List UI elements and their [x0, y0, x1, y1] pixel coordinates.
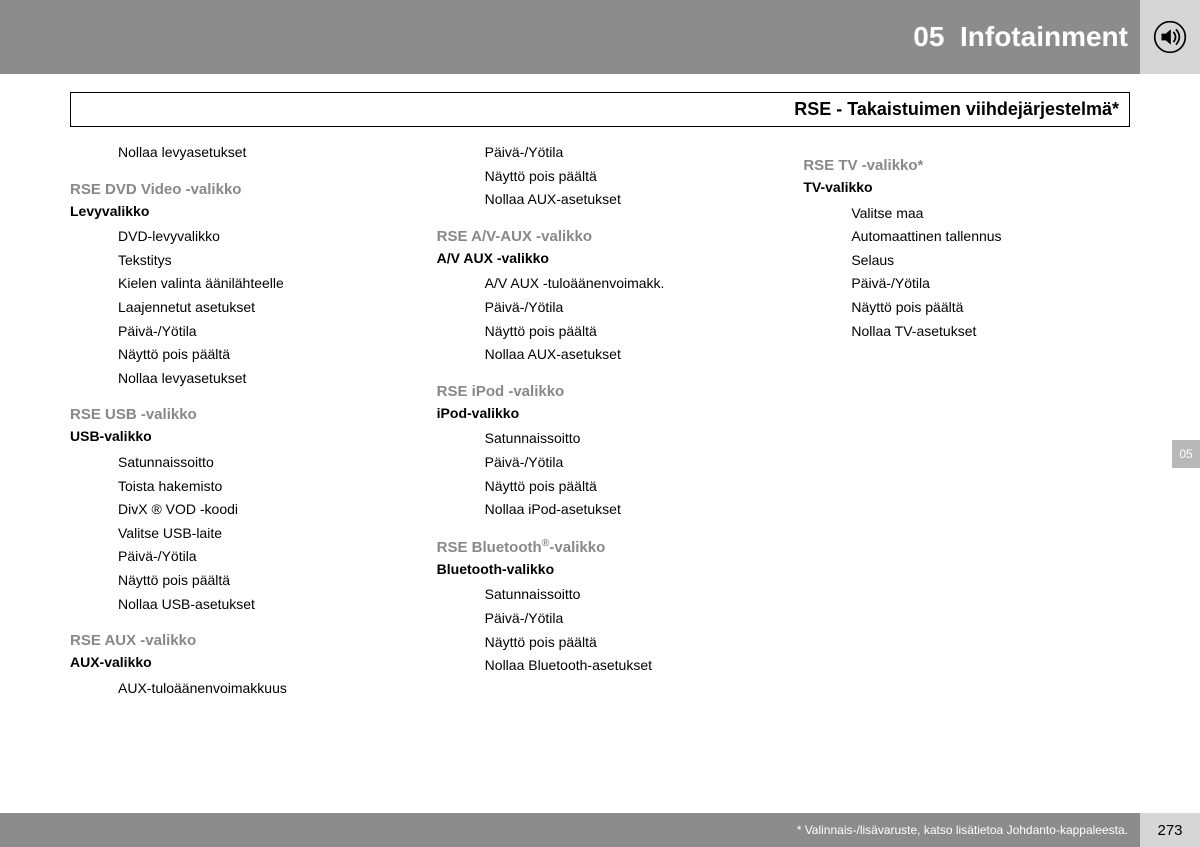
- menu-item: Näyttö pois päältä: [485, 631, 764, 655]
- menu-item: Näyttö pois päältä: [118, 343, 397, 367]
- menu-item: Nollaa USB-asetukset: [118, 593, 397, 617]
- menu-item: Nollaa levyasetukset: [118, 141, 397, 165]
- footer-bar: * Valinnais-/lisävaruste, katso lisätiet…: [0, 813, 1200, 847]
- menu-item: Päivä-/Yötila: [851, 272, 1130, 296]
- section-title: RSE Bluetooth®-valikko: [437, 536, 764, 558]
- menu-item: Automaattinen tallennus: [851, 225, 1130, 249]
- column: Nollaa levyasetukset RSE DVD Video -valik…: [70, 141, 397, 700]
- menu-item: Valitse USB-laite: [118, 522, 397, 546]
- menu-item: DivX ® VOD -koodi: [118, 498, 397, 522]
- chapter-title: 05 Infotainment: [913, 21, 1128, 53]
- menu-item: Tekstitys: [118, 249, 397, 273]
- menu-item: A/V AUX -tuloäänenvoimakk.: [485, 272, 764, 296]
- menu-item: Toista hakemisto: [118, 475, 397, 499]
- chapter-number: 05: [913, 21, 944, 52]
- content-columns: Nollaa levyasetukset RSE DVD Video -valik…: [70, 141, 1130, 700]
- section-title: RSE TV -valikko*: [803, 155, 1130, 176]
- menu-item: Satunnaissoitto: [485, 583, 764, 607]
- menu-item: Näyttö pois päältä: [851, 296, 1130, 320]
- column: Päivä-/YötilaNäyttö pois päältäNollaa AU…: [437, 141, 764, 700]
- section-title: RSE A/V-AUX -valikko: [437, 226, 764, 247]
- section-subtitle: A/V AUX -valikko: [437, 249, 764, 269]
- menu-item: Päivä-/Yötila: [118, 320, 397, 344]
- side-tab: 05: [1172, 440, 1200, 468]
- section-subtitle: iPod-valikko: [437, 404, 764, 424]
- menu-item: Kielen valinta äänilähteelle: [118, 272, 397, 296]
- menu-item: Valitse maa: [851, 202, 1130, 226]
- menu-item: DVD-levyvalikko: [118, 225, 397, 249]
- menu-item: Näyttö pois päältä: [485, 320, 764, 344]
- menu-item: Satunnaissoitto: [485, 427, 764, 451]
- section-subtitle: USB-valikko: [70, 427, 397, 447]
- menu-item: AUX-tuloäänenvoimakkuus: [118, 677, 397, 701]
- menu-item: Nollaa iPod-asetukset: [485, 498, 764, 522]
- menu-item: Päivä-/Yötila: [485, 296, 764, 320]
- menu-item: Selaus: [851, 249, 1130, 273]
- column: RSE TV -valikko*TV-valikko Valitse maaAut…: [803, 141, 1130, 700]
- section-title: RSE DVD Video -valikko: [70, 179, 397, 200]
- menu-item: Päivä-/Yötila: [485, 451, 764, 475]
- menu-item: Nollaa Bluetooth-asetukset: [485, 654, 764, 678]
- page-subtitle: RSE - Takaistuimen viihdejärjestelmä*: [70, 92, 1130, 127]
- menu-item: Päivä-/Yötila: [118, 545, 397, 569]
- section-subtitle: AUX-valikko: [70, 653, 397, 673]
- footnote: * Valinnais-/lisävaruste, katso lisätiet…: [797, 823, 1128, 837]
- menu-item: Näyttö pois päältä: [485, 475, 764, 499]
- speaker-icon: [1153, 20, 1187, 54]
- menu-item: Satunnaissoitto: [118, 451, 397, 475]
- menu-item: Näyttö pois päältä: [485, 165, 764, 189]
- menu-item: Päivä-/Yötila: [485, 141, 764, 165]
- menu-item: Päivä-/Yötila: [485, 607, 764, 631]
- menu-item: Nollaa levyasetukset: [118, 367, 397, 391]
- section-title: RSE AUX -valikko: [70, 630, 397, 651]
- page-number: 273: [1140, 813, 1200, 847]
- menu-item: Laajennetut asetukset: [118, 296, 397, 320]
- menu-item: Nollaa AUX-asetukset: [485, 343, 764, 367]
- chapter-header: 05 Infotainment: [0, 0, 1200, 74]
- header-icon-box: [1140, 0, 1200, 74]
- chapter-name: Infotainment: [960, 21, 1128, 52]
- section-title: RSE USB -valikko: [70, 404, 397, 425]
- section-subtitle: TV-valikko: [803, 178, 1130, 198]
- section-title: RSE iPod -valikko: [437, 381, 764, 402]
- section-subtitle: Levyvalikko: [70, 202, 397, 222]
- menu-item: Näyttö pois päältä: [118, 569, 397, 593]
- section-subtitle: Bluetooth-valikko: [437, 560, 764, 580]
- menu-item: Nollaa TV-asetukset: [851, 320, 1130, 344]
- menu-item: Nollaa AUX-asetukset: [485, 188, 764, 212]
